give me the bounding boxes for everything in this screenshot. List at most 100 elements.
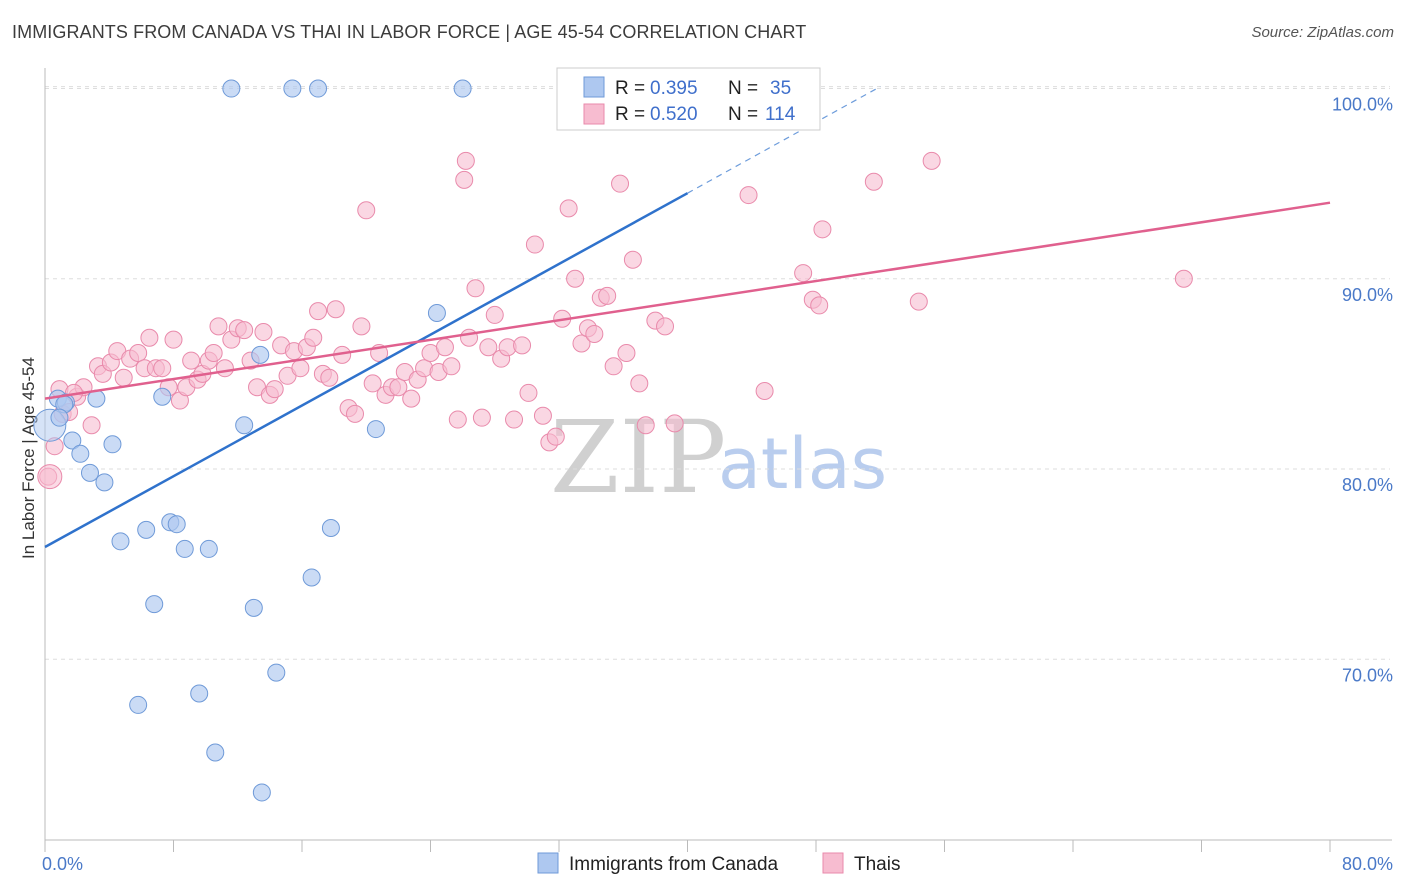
legend-r-label-1: R = bbox=[615, 78, 645, 99]
thais-point bbox=[164, 330, 183, 349]
thais-point bbox=[472, 408, 491, 427]
bottom-legend-label-canada: Immigrants from Canada bbox=[569, 854, 779, 875]
thais-point bbox=[209, 317, 228, 336]
thais-point bbox=[485, 305, 504, 324]
canada-point bbox=[153, 387, 172, 406]
legend-n-label-1: N = bbox=[728, 78, 758, 99]
thais-point bbox=[182, 351, 201, 370]
thais-point bbox=[140, 328, 159, 347]
thais-point bbox=[479, 338, 498, 357]
thais-point bbox=[525, 235, 544, 254]
legend-swatch-canada bbox=[583, 76, 605, 98]
thais-point bbox=[813, 220, 832, 239]
canada-point bbox=[63, 431, 82, 450]
y-tick-label: 100.0% bbox=[1332, 95, 1393, 115]
thais-point bbox=[304, 328, 323, 347]
thais-point bbox=[794, 264, 813, 283]
thais-point bbox=[566, 269, 585, 288]
thais-point bbox=[922, 151, 941, 170]
thais-point bbox=[357, 201, 376, 220]
legend: R = 0.395 N = 35 R = 0.520 N = 114 bbox=[556, 67, 821, 131]
canada-point bbox=[244, 598, 263, 617]
thais-point bbox=[559, 199, 578, 218]
canada-trend-line bbox=[44, 192, 689, 549]
thais-trend-line bbox=[44, 201, 1331, 400]
canada-point bbox=[199, 539, 218, 558]
canada-point bbox=[167, 515, 186, 534]
canada-point bbox=[129, 695, 148, 714]
bottom-legend-swatch-thais bbox=[822, 852, 844, 874]
canada-point bbox=[427, 304, 446, 323]
thais-points bbox=[37, 79, 1193, 490]
source-label: Source: ZipAtlas.com bbox=[1251, 24, 1394, 41]
thais-point bbox=[513, 336, 532, 355]
thais-point bbox=[326, 300, 345, 319]
canada-point bbox=[103, 435, 122, 454]
thais-point bbox=[320, 368, 339, 387]
watermark: ZIP atlas bbox=[550, 399, 887, 516]
thais-point bbox=[623, 250, 642, 269]
tick-labels: 70.0% 80.0% 90.0% 100.0% 0.0% 80.0% bbox=[42, 95, 1393, 874]
canada-point bbox=[71, 444, 90, 463]
thais-point bbox=[309, 302, 328, 321]
thais-point bbox=[129, 343, 148, 362]
canada-trend-extension bbox=[687, 86, 881, 194]
y-tick-label: 90.0% bbox=[1342, 285, 1393, 305]
legend-n-value-1: 35 bbox=[770, 78, 791, 99]
watermark-atlas: atlas bbox=[718, 423, 887, 505]
thais-point bbox=[665, 414, 684, 433]
canada-point bbox=[190, 684, 209, 703]
bottom-legend: Immigrants from Canada Thais bbox=[537, 852, 900, 875]
thais-point bbox=[617, 343, 636, 362]
x-tick-label: 80.0% bbox=[1342, 854, 1393, 874]
legend-r-value-2: 0.520 bbox=[650, 104, 698, 125]
canada-point bbox=[453, 79, 472, 98]
legend-n-label-2: N = bbox=[728, 104, 758, 125]
thais-point bbox=[254, 323, 273, 342]
thais-point bbox=[455, 170, 474, 189]
thais-point bbox=[456, 151, 475, 170]
thais-point bbox=[352, 317, 371, 336]
y-tick-label: 80.0% bbox=[1342, 475, 1393, 495]
x-tick-label: 0.0% bbox=[42, 854, 83, 874]
thais-point bbox=[519, 383, 538, 402]
canada-point bbox=[267, 663, 286, 682]
thais-point bbox=[864, 172, 883, 191]
bottom-legend-label-thais: Thais bbox=[854, 854, 900, 875]
trend-lines bbox=[44, 86, 1331, 549]
canada-point bbox=[251, 345, 270, 364]
legend-n-value-2: 114 bbox=[765, 104, 796, 125]
bottom-legend-swatch-canada bbox=[537, 852, 559, 874]
thais-point bbox=[604, 357, 623, 376]
legend-r-value-1: 0.395 bbox=[650, 78, 698, 99]
thais-point bbox=[389, 378, 408, 397]
thais-point bbox=[546, 427, 565, 446]
legend-r-label-2: R = bbox=[615, 104, 645, 125]
thais-point bbox=[505, 410, 524, 429]
canada-point bbox=[206, 743, 225, 762]
thais-point bbox=[265, 380, 284, 399]
gridlines bbox=[45, 86, 1390, 660]
thais-point bbox=[442, 357, 461, 376]
legend-swatch-thais bbox=[583, 103, 605, 125]
thais-point bbox=[810, 296, 829, 315]
watermark-zip: ZIP bbox=[550, 399, 726, 516]
canada-point bbox=[137, 520, 156, 539]
canada-points bbox=[33, 79, 472, 802]
thais-point bbox=[656, 317, 675, 336]
thais-point bbox=[204, 343, 223, 362]
canada-point bbox=[95, 473, 114, 492]
canada-point bbox=[366, 420, 385, 439]
canada-point bbox=[252, 783, 271, 802]
canada-point bbox=[222, 79, 241, 98]
thais-point bbox=[909, 292, 928, 311]
thais-point bbox=[636, 416, 655, 435]
canada-point bbox=[321, 519, 340, 537]
canada-point bbox=[235, 416, 254, 435]
thais-point bbox=[755, 382, 774, 401]
canada-point bbox=[283, 79, 302, 98]
thais-point bbox=[533, 406, 552, 425]
y-axis-label: In Labor Force | Age 45-54 bbox=[19, 357, 38, 559]
canada-point bbox=[111, 532, 130, 551]
y-tick-label: 70.0% bbox=[1342, 665, 1393, 685]
